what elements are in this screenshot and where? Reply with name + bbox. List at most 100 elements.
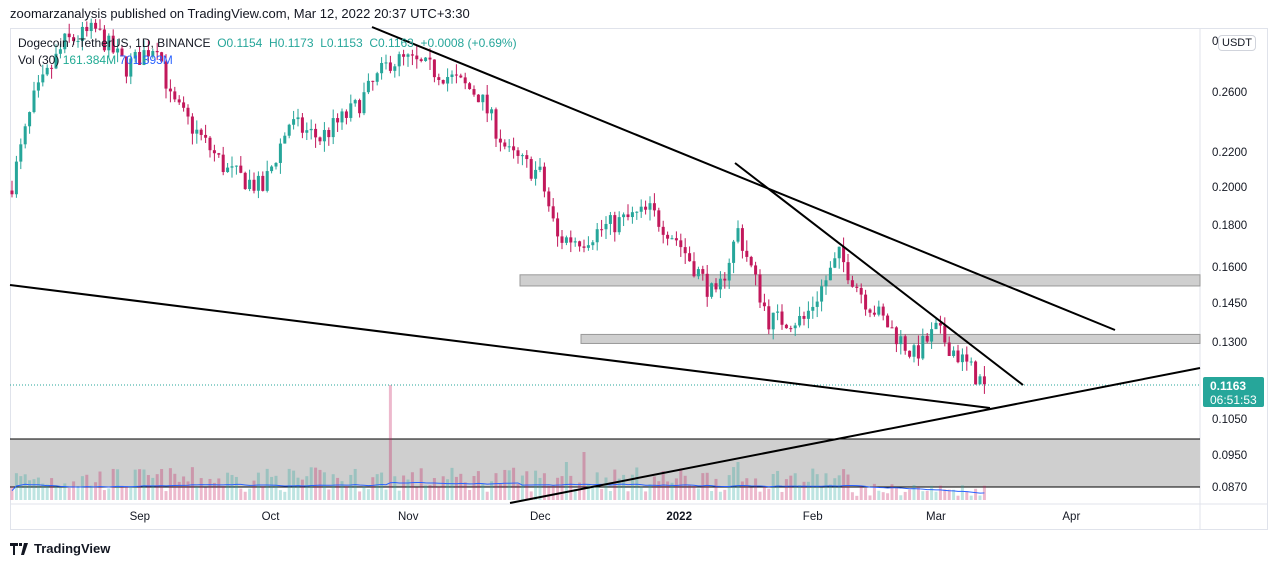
candle[interactable] — [648, 196, 652, 221]
candle[interactable] — [226, 162, 230, 173]
candle[interactable] — [454, 64, 458, 84]
candle[interactable] — [608, 211, 612, 235]
candle[interactable] — [274, 162, 278, 170]
candle[interactable] — [595, 223, 599, 251]
candle[interactable] — [199, 128, 203, 141]
candle[interactable] — [23, 123, 27, 149]
candle[interactable] — [76, 35, 80, 48]
candle[interactable] — [366, 73, 370, 95]
candle[interactable] — [718, 271, 722, 299]
candle[interactable] — [41, 64, 45, 87]
candle[interactable] — [582, 239, 586, 253]
candle[interactable] — [529, 156, 533, 181]
candle[interactable] — [560, 229, 564, 250]
candle[interactable] — [129, 53, 133, 85]
candle[interactable] — [54, 44, 58, 70]
candle[interactable] — [151, 48, 155, 59]
candle[interactable] — [349, 94, 353, 122]
candle[interactable] — [586, 236, 590, 251]
candle[interactable] — [842, 237, 846, 273]
candle[interactable] — [45, 64, 49, 77]
candle[interactable] — [916, 335, 920, 366]
candle[interactable] — [767, 299, 771, 335]
steep-down-trendline[interactable] — [734, 162, 1024, 386]
candle[interactable] — [745, 240, 749, 262]
candle[interactable] — [881, 303, 885, 321]
candle[interactable] — [36, 75, 40, 98]
candle[interactable] — [300, 113, 304, 139]
candle[interactable] — [287, 123, 291, 139]
candle[interactable] — [872, 305, 876, 317]
candle[interactable] — [762, 293, 766, 311]
candle[interactable] — [410, 49, 414, 66]
candle[interactable] — [322, 122, 326, 152]
candle[interactable] — [652, 193, 656, 217]
candle[interactable] — [380, 57, 384, 80]
candle[interactable] — [463, 72, 467, 90]
candle[interactable] — [358, 98, 362, 118]
candle[interactable] — [107, 33, 111, 58]
candle[interactable] — [564, 235, 568, 246]
candle[interactable] — [855, 283, 859, 293]
candle[interactable] — [375, 71, 379, 86]
volume-zone-box[interactable] — [10, 439, 1200, 487]
candle[interactable] — [710, 282, 714, 299]
candle[interactable] — [960, 348, 964, 371]
candle[interactable] — [256, 171, 260, 199]
candle[interactable] — [538, 157, 542, 173]
candle[interactable] — [736, 220, 740, 244]
candle[interactable] — [696, 266, 700, 280]
lower-wedge-trendline[interactable] — [9, 284, 991, 409]
symbol-label[interactable]: Dogecoin / TetherUS, 1D, BINANCE — [18, 36, 211, 50]
candle[interactable] — [864, 289, 868, 316]
candle[interactable] — [204, 124, 208, 143]
candle[interactable] — [806, 301, 810, 329]
candle[interactable] — [406, 53, 410, 67]
candle[interactable] — [925, 333, 929, 344]
candle[interactable] — [547, 187, 551, 212]
candle[interactable] — [798, 306, 802, 328]
candle[interactable] — [190, 113, 194, 145]
candle[interactable] — [617, 211, 621, 235]
candle[interactable] — [578, 240, 582, 252]
candle[interactable] — [507, 139, 511, 152]
candle[interactable] — [644, 200, 648, 215]
candle[interactable] — [974, 360, 978, 385]
candle[interactable] — [221, 146, 225, 176]
candle[interactable] — [270, 165, 274, 174]
candle[interactable] — [168, 79, 172, 103]
candle[interactable] — [833, 252, 837, 269]
candle[interactable] — [969, 357, 973, 366]
candle[interactable] — [824, 275, 828, 295]
candle[interactable] — [424, 57, 428, 62]
candle[interactable] — [243, 171, 247, 190]
candle[interactable] — [723, 272, 727, 289]
candle[interactable] — [212, 144, 216, 162]
candle[interactable] — [692, 252, 696, 278]
candle[interactable] — [688, 246, 692, 262]
candle[interactable] — [309, 119, 313, 140]
candle[interactable] — [740, 224, 744, 259]
candle[interactable] — [441, 79, 445, 85]
candle[interactable] — [661, 220, 665, 244]
candle[interactable] — [72, 34, 76, 46]
tradingview-logo[interactable]: TradingView — [10, 541, 110, 556]
candle[interactable] — [494, 107, 498, 147]
candle[interactable] — [344, 109, 348, 125]
candle[interactable] — [155, 42, 159, 60]
candle[interactable] — [208, 135, 212, 158]
candle[interactable] — [943, 317, 947, 347]
candle[interactable] — [94, 19, 98, 33]
candle[interactable] — [296, 108, 300, 127]
candle[interactable] — [930, 322, 934, 349]
candle[interactable] — [432, 59, 436, 83]
candle[interactable] — [754, 261, 758, 286]
candle[interactable] — [446, 68, 450, 92]
candle[interactable] — [164, 54, 168, 99]
candle[interactable] — [591, 240, 595, 250]
candle[interactable] — [428, 48, 432, 71]
candle[interactable] — [116, 39, 120, 63]
price-zone-box[interactable] — [519, 274, 1201, 287]
candle[interactable] — [657, 207, 661, 232]
candle[interactable] — [124, 56, 128, 84]
